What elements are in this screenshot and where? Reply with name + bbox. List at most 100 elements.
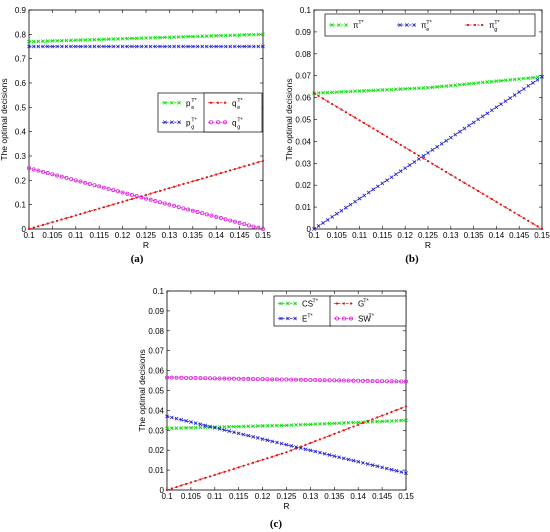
series-point	[394, 172, 398, 177]
series-point	[445, 170, 448, 174]
series-point	[313, 378, 318, 383]
series-point	[436, 165, 439, 168]
series-point	[417, 154, 420, 157]
series-point	[227, 424, 232, 429]
series-point	[59, 174, 64, 179]
legend-entry: π T*	[329, 20, 365, 30]
x-tick-label: 0.15	[534, 231, 550, 240]
series-point	[165, 426, 169, 431]
legend-box: CS T*E T*	[273, 295, 333, 327]
x-tick-label: 0.11	[352, 231, 368, 240]
legend-marker	[293, 316, 297, 321]
series-point	[413, 151, 416, 155]
series-point	[458, 129, 462, 134]
series-point	[203, 376, 208, 381]
legend-marker	[344, 23, 348, 27]
series-point	[134, 194, 139, 199]
series-point	[186, 44, 191, 49]
legend-label: E	[302, 315, 307, 324]
series-point	[394, 141, 398, 144]
series-point	[120, 36, 125, 41]
series-point	[260, 377, 265, 382]
series-point	[247, 463, 250, 466]
series-point	[84, 211, 87, 214]
series-point	[453, 132, 458, 137]
chart-panel-b: 0.1 0.105 0.11 0.115 0.12 0.125 0.13 0.135 0.14 0…	[284, 6, 550, 265]
series-point	[531, 222, 534, 225]
series-point	[389, 87, 394, 92]
series-point	[73, 178, 78, 183]
series-point	[79, 212, 82, 216]
series-point	[186, 34, 191, 39]
series-point	[190, 208, 195, 213]
panel-label: (a)	[131, 253, 144, 265]
series-point	[167, 35, 172, 40]
series-point	[172, 203, 177, 208]
series-point	[462, 126, 467, 131]
series-point	[448, 83, 453, 88]
series-point	[191, 180, 194, 183]
y-tick-label: 0	[307, 225, 312, 234]
y-tick-label: 0.04	[148, 406, 164, 415]
series-point	[144, 36, 148, 40]
series-point	[172, 35, 176, 39]
legend-marker	[286, 301, 290, 306]
series-point	[176, 35, 181, 39]
series-point	[332, 378, 337, 383]
series-point	[78, 38, 83, 42]
series-point	[158, 189, 162, 192]
legend-entry: p T*e	[162, 98, 198, 111]
series-point	[158, 44, 162, 49]
series-point	[242, 464, 245, 467]
series-point	[339, 208, 344, 213]
series-point	[184, 375, 189, 380]
series-point	[246, 376, 251, 381]
series-point	[351, 378, 356, 383]
series-point	[121, 200, 124, 203]
series-point	[261, 44, 265, 49]
x-tick-label: 0.14	[489, 231, 505, 240]
series-point	[50, 172, 55, 177]
legend-subscript: e	[191, 105, 194, 111]
plot-frame	[313, 9, 543, 230]
series-point	[266, 457, 269, 460]
series-line	[166, 406, 407, 491]
y-tick-label: 0	[22, 225, 27, 234]
series-point	[463, 181, 466, 184]
series-point	[158, 200, 163, 205]
series-point	[326, 100, 329, 103]
series-point	[412, 86, 417, 91]
series-2	[165, 414, 408, 475]
series-point	[223, 33, 228, 38]
series-point	[489, 79, 494, 84]
series-point	[458, 179, 462, 182]
series-point	[229, 169, 232, 172]
series-point	[471, 120, 476, 125]
x-axis-label: R	[425, 240, 431, 250]
series-point	[70, 215, 73, 218]
series-point	[228, 44, 233, 49]
x-tick-label: 0.135	[183, 231, 204, 240]
series-point	[289, 377, 294, 382]
legend-subscript: g	[494, 27, 497, 33]
series-point	[312, 227, 316, 231]
series-point	[404, 418, 408, 423]
series-point	[426, 151, 430, 155]
y-axis-label: The optimal decisions	[284, 78, 294, 160]
series-point	[153, 44, 158, 49]
series-point	[270, 377, 275, 382]
series-point	[303, 447, 308, 452]
series-point	[294, 445, 298, 449]
series-point	[394, 87, 398, 92]
series-point	[199, 478, 202, 481]
series-point	[232, 424, 236, 429]
legend-entry: CS T*	[278, 299, 319, 309]
series-point	[165, 414, 169, 419]
series-point	[504, 206, 507, 209]
series-point	[176, 205, 181, 210]
legend-label: π	[489, 21, 495, 30]
series-point	[55, 173, 60, 178]
series-point	[333, 432, 336, 435]
series-point	[162, 35, 167, 40]
series-point	[527, 219, 530, 222]
